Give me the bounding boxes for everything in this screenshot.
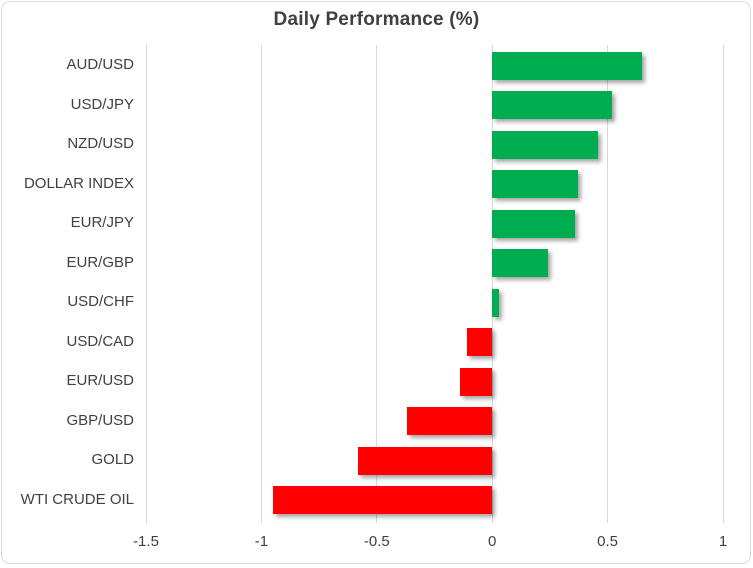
bar-dollar-index [492, 170, 578, 199]
category-label: WTI CRUDE OIL [20, 490, 134, 508]
x-tick-label: 0 [488, 533, 497, 550]
x-tick-label: -1.5 [133, 533, 159, 550]
bar-eur-usd [459, 367, 493, 396]
chart-title: Daily Performance (%) [273, 9, 480, 30]
bar-usd-chf [492, 288, 500, 317]
plot-area [145, 45, 724, 523]
bar-gbp-usd [406, 407, 493, 436]
gridline [376, 45, 378, 523]
x-tick-label: 1 [718, 533, 728, 550]
category-label: USD/JPY [70, 95, 134, 113]
category-label: EUR/USD [66, 372, 134, 389]
gridline [260, 45, 262, 523]
bar-nzd-usd [492, 130, 599, 159]
gridline [722, 45, 724, 523]
x-tick-label: -1 [254, 533, 269, 550]
category-label: DOLLAR INDEX [23, 174, 134, 192]
x-tick-label: -0.5 [363, 533, 390, 550]
category-label: EUR/GBP [66, 253, 134, 271]
bar-usd-cad [466, 328, 493, 357]
category-label: GBP/USD [66, 411, 134, 429]
category-label: USD/CAD [66, 332, 134, 350]
category-label: AUD/USD [66, 56, 134, 73]
bar-usd-jpy [492, 91, 613, 120]
bar-eur-jpy [492, 209, 576, 238]
category-label: EUR/JPY [70, 214, 134, 231]
category-label: USD/CHF [67, 293, 134, 310]
bar-eur-gbp [492, 249, 548, 278]
bar-wti-crude-oil [272, 486, 493, 515]
gridline [491, 45, 493, 523]
bar-aud-usd [492, 51, 643, 80]
category-label: GOLD [91, 451, 134, 468]
gridline [607, 45, 609, 523]
x-tick-label: 0.5 [597, 533, 619, 550]
bar-gold [358, 446, 493, 475]
category-axis-line [145, 45, 147, 523]
category-label: NZD/USD [67, 135, 134, 152]
